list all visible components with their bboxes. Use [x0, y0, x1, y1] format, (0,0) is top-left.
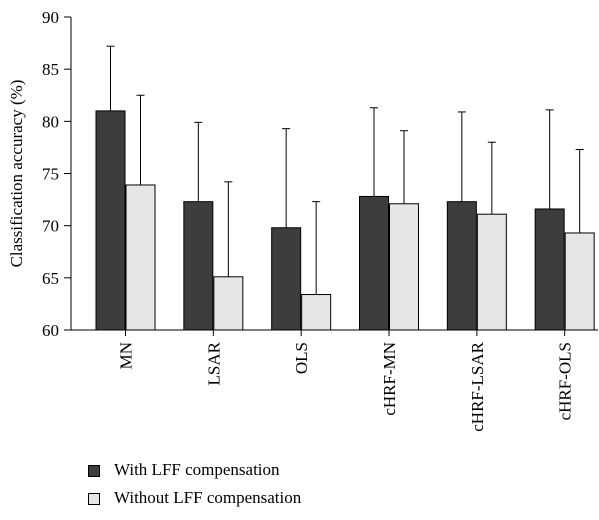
bar-without-lff [476, 213, 507, 331]
legend-label-with-lff: With LFF compensation [114, 460, 280, 479]
x-tick-label: MN [117, 342, 136, 369]
x-tick-label: cHRF-OLS [556, 342, 575, 420]
y-tick-label: 65 [42, 269, 59, 288]
bar-without-lff [213, 276, 244, 331]
x-tick-label: cHRF-LSAR [468, 341, 487, 431]
x-tick-label: cHRF-MN [380, 342, 399, 416]
bar-without-lff [389, 203, 419, 331]
legend-label-without-lff: Without LFF compensation [114, 488, 302, 507]
x-tick-label: OLS [292, 342, 311, 374]
bar-with-lff [183, 201, 214, 331]
bar-without-lff [125, 184, 156, 331]
legend-swatch-without-lff [88, 493, 100, 505]
bar-with-lff [534, 208, 565, 331]
bar-with-lff [359, 195, 389, 331]
bar-without-lff [564, 232, 595, 331]
bar-without-lff [301, 294, 332, 331]
y-tick-label: 90 [42, 8, 59, 27]
chart-marks: 60 65 70 75 80 85 90 MN LSAR OLS cHRF-MN cHRF-LSAR c… [42, 8, 598, 432]
y-tick-label: 70 [42, 217, 59, 236]
legend-swatch-with-lff [88, 465, 100, 477]
x-tick-label: LSAR [204, 341, 223, 385]
chart: 60 65 70 75 80 85 90 MN LSAR OLS cHRF-MN cHRF-LSAR c… [7, 8, 598, 432]
bar-with-lff [446, 201, 477, 331]
bar-with-lff [271, 227, 302, 331]
y-tick-label: 75 [42, 165, 59, 184]
y-tick-label: 60 [42, 321, 59, 340]
y-tick-label: 80 [42, 112, 59, 131]
y-axis-label: Classification accuracy (%) [7, 80, 26, 268]
y-tick-label: 85 [42, 60, 59, 79]
bar-with-lff [95, 110, 126, 331]
